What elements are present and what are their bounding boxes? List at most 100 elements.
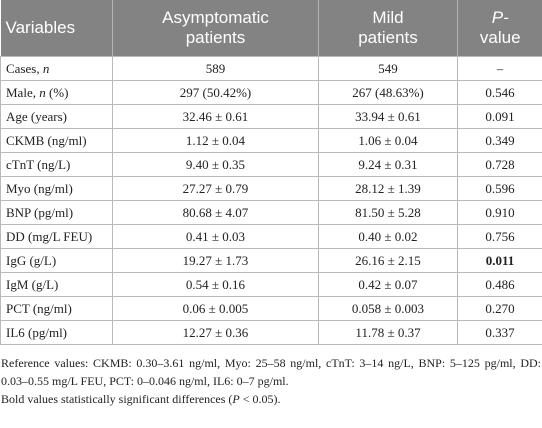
table-cell: 0.349: [457, 128, 542, 153]
row-label: BNP (pg/ml): [0, 200, 113, 225]
row-label: Male, n (%): [0, 80, 113, 105]
table-cell: 0.41 ± 0.03: [112, 224, 319, 249]
row-label: Cases, n: [0, 56, 113, 81]
text: Male,: [6, 84, 40, 100]
table-cell: 0.42 ± 0.07: [318, 272, 458, 297]
header-line: Asymptomatic: [117, 8, 314, 28]
table-cell: 19.27 ± 1.73: [112, 248, 319, 273]
text: PCT (ng/ml): [6, 300, 72, 316]
table-cell: 33.94 ± 0.61: [318, 104, 458, 129]
table-cell: 0.270: [457, 296, 542, 321]
header-line: value: [462, 28, 539, 48]
table-cell: 9.24 ± 0.31: [318, 152, 458, 177]
text: 33.94 ± 0.61: [355, 108, 421, 124]
text: cTnT (ng/L): [6, 156, 71, 172]
text: 32.46 ± 0.61: [182, 108, 249, 124]
text: value: [479, 28, 521, 47]
table-cell: 0.486: [457, 272, 542, 297]
text: Cases,: [6, 60, 43, 76]
table-body: Cases, n 589 549 – Male, n (%) 297 (50.42%) 26…: [0, 56, 542, 345]
table-row: BNP (pg/ml) 80.68 ± 4.07 81.50 ± 5.28 0.910: [0, 200, 542, 225]
text: DD (mg/L FEU): [6, 228, 93, 244]
table-cell: 267 (48.63%): [318, 80, 458, 105]
table-cell: 297 (50.42%): [112, 80, 319, 105]
text: 0.40 ± 0.02: [358, 228, 418, 244]
row-label: IgG (g/L): [0, 248, 113, 273]
text: < 0.05).: [239, 392, 281, 406]
text: 0.058 ± 0.003: [351, 300, 425, 316]
footnotes: Reference values: CKMB: 0.30–3.61 ng/ml,…: [0, 354, 542, 408]
header-cell: Variables: [0, 0, 113, 57]
header-cell: P-value: [457, 0, 542, 57]
text: Variables: [5, 18, 76, 37]
text: 11.78 ± 0.37: [355, 324, 421, 340]
text: patients: [358, 28, 418, 47]
footnote: Bold values statistically significant di…: [0, 390, 542, 408]
text: 0.349: [485, 132, 515, 148]
table-header: Variables Asymptomatic patients Mild patient…: [0, 0, 542, 57]
header-line: patients: [117, 28, 314, 48]
row-label: IgM (g/L): [0, 272, 113, 297]
text: 0.910: [485, 204, 515, 220]
table-row: IgG (g/L) 19.27 ± 1.73 26.16 ± 2.15 0.011: [0, 248, 542, 273]
row-label: CKMB (ng/ml): [0, 128, 113, 153]
text: 19.27 ± 1.73: [182, 252, 249, 268]
text: 9.40 ± 0.35: [185, 156, 246, 172]
header-line: Mild: [323, 8, 453, 28]
table-cell: 27.27 ± 0.79: [112, 176, 319, 201]
text: 1.06 ± 0.04: [358, 132, 418, 148]
table-row: Cases, n 589 549 –: [0, 56, 542, 81]
header-line: Variables: [6, 18, 109, 38]
text: Bold values statistically significant di…: [1, 392, 233, 406]
row-label: Age (years): [0, 104, 113, 129]
italic-text: n: [42, 60, 50, 76]
table-row: DD (mg/L FEU) 0.41 ± 0.03 0.40 ± 0.02 0.756: [0, 224, 542, 249]
text: 0.728: [485, 156, 515, 172]
text: IgM (g/L): [6, 276, 59, 292]
text: 0.596: [485, 180, 515, 196]
data-table: Variables Asymptomatic patients Mild patient…: [0, 0, 542, 345]
table-cell: 11.78 ± 0.37: [318, 320, 458, 345]
table-row: Age (years) 32.46 ± 0.61 33.94 ± 0.61 0.091: [0, 104, 542, 129]
header-line: P-: [462, 8, 539, 28]
text: 80.68 ± 4.07: [182, 204, 249, 220]
table-cell: 32.46 ± 0.61: [112, 104, 319, 129]
text: 0.54 ± 0.16: [185, 276, 246, 292]
text: 0.270: [485, 300, 515, 316]
header-line: patients: [323, 28, 453, 48]
text: Age (years): [6, 108, 67, 124]
text: IgG (g/L): [6, 252, 57, 268]
row-label: DD (mg/L FEU): [0, 224, 113, 249]
text: 9.24 ± 0.31: [358, 156, 418, 172]
text: 589: [205, 60, 226, 76]
row-label: Myo (ng/ml): [0, 176, 113, 201]
table-cell: 81.50 ± 5.28: [318, 200, 458, 225]
table-row: Male, n (%) 297 (50.42%) 267 (48.63%) 0.546: [0, 80, 542, 105]
table-cell: 1.12 ± 0.04: [112, 128, 319, 153]
italic-text: P-: [491, 8, 509, 27]
text: 0.41 ± 0.03: [185, 228, 246, 244]
text: 297 (50.42%): [179, 84, 252, 100]
text: 0.337: [485, 324, 515, 340]
text: BNP (pg/ml): [6, 204, 74, 220]
header-cell: Mild patients: [318, 0, 458, 57]
row-label: PCT (ng/ml): [0, 296, 113, 321]
footnote: Reference values: CKMB: 0.30–3.61 ng/ml,…: [0, 354, 542, 390]
text: Mild: [372, 8, 404, 27]
text: 26.16 ± 2.15: [355, 252, 421, 268]
table-cell: 0.011: [457, 248, 542, 273]
header-row: Variables Asymptomatic patients Mild patient…: [0, 0, 542, 57]
row-label: IL6 (pg/ml): [0, 320, 113, 345]
text: Reference values: CKMB: 0.30–3.61 ng/ml,…: [1, 356, 541, 388]
table-row: cTnT (ng/L) 9.40 ± 0.35 9.24 ± 0.31 0.728: [0, 152, 542, 177]
table-cell: 0.058 ± 0.003: [318, 296, 458, 321]
text: 81.50 ± 5.28: [355, 204, 421, 220]
text: 0.06 ± 0.005: [182, 300, 249, 316]
text: 27.27 ± 0.79: [182, 180, 249, 196]
italic-text: n: [39, 84, 46, 100]
table-cell: 80.68 ± 4.07: [112, 200, 319, 225]
table-row: PCT (ng/ml) 0.06 ± 0.005 0.058 ± 0.003 0.27…: [0, 296, 542, 321]
text: Myo (ng/ml): [6, 180, 73, 196]
table-cell: 1.06 ± 0.04: [318, 128, 458, 153]
